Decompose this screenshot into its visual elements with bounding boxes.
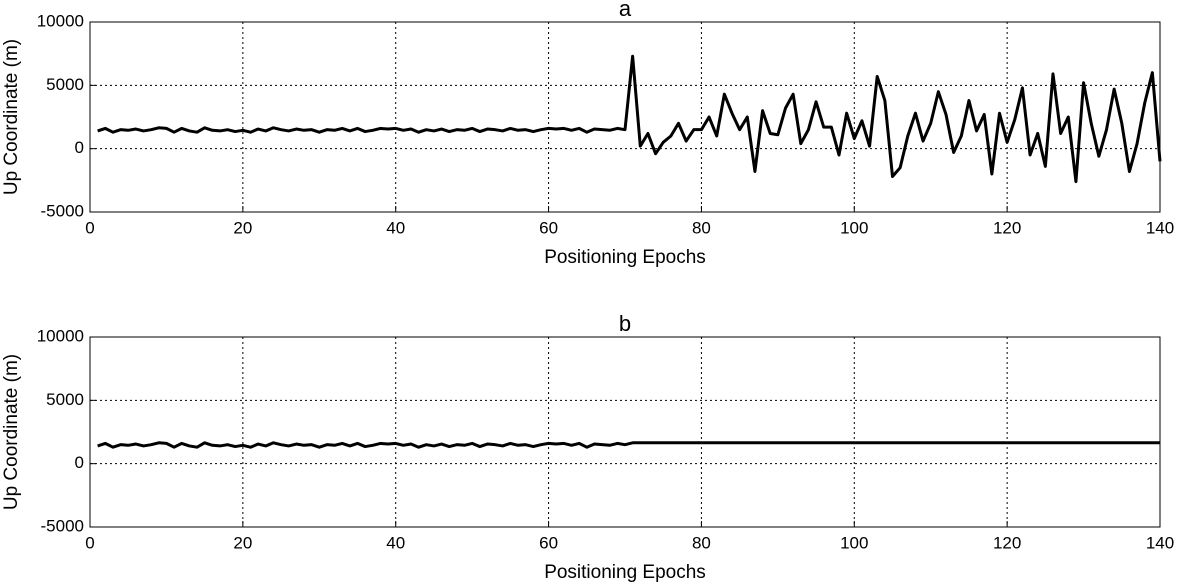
x-tick-label: 80 xyxy=(692,218,711,237)
plot-frame xyxy=(89,21,1161,213)
y-tick-label: 0 xyxy=(75,138,84,157)
plot-area xyxy=(89,336,1161,528)
y-tick-label: 5000 xyxy=(46,390,84,409)
chart-title: b xyxy=(619,311,631,336)
x-tick-label: 140 xyxy=(1146,533,1174,552)
y-tick-label: 0 xyxy=(75,453,84,472)
x-tick-label: 20 xyxy=(233,533,252,552)
plot-frame xyxy=(89,336,1161,528)
x-tick-label: 0 xyxy=(85,533,94,552)
y-tick-label: 10000 xyxy=(37,326,84,345)
y-tick-label: -5000 xyxy=(41,201,84,220)
y-axis-label: Up Coordinate (m) xyxy=(1,354,22,510)
x-tick-label: 60 xyxy=(539,533,558,552)
x-axis-label: Positioning Epochs xyxy=(544,247,706,268)
x-tick-label: 140 xyxy=(1146,218,1174,237)
chart-title: a xyxy=(619,0,632,21)
x-tick-label: 100 xyxy=(840,218,868,237)
data-line xyxy=(97,441,1160,449)
x-tick-label: 120 xyxy=(993,533,1021,552)
data-line xyxy=(97,54,1162,184)
x-tick-label: 60 xyxy=(539,218,558,237)
y-axis-label: Up Coordinate (m) xyxy=(1,39,22,195)
x-tick-label: 40 xyxy=(386,218,405,237)
x-tick-label: 80 xyxy=(692,533,711,552)
x-tick-label: 100 xyxy=(840,533,868,552)
y-tick-label: 5000 xyxy=(46,75,84,94)
x-tick-label: 120 xyxy=(993,218,1021,237)
y-tick-label: -5000 xyxy=(41,516,84,535)
x-tick-label: 40 xyxy=(386,533,405,552)
x-tick-label: 20 xyxy=(233,218,252,237)
y-tick-label: 10000 xyxy=(37,11,84,30)
x-axis-label: Positioning Epochs xyxy=(544,562,706,583)
x-tick-label: 0 xyxy=(85,218,94,237)
